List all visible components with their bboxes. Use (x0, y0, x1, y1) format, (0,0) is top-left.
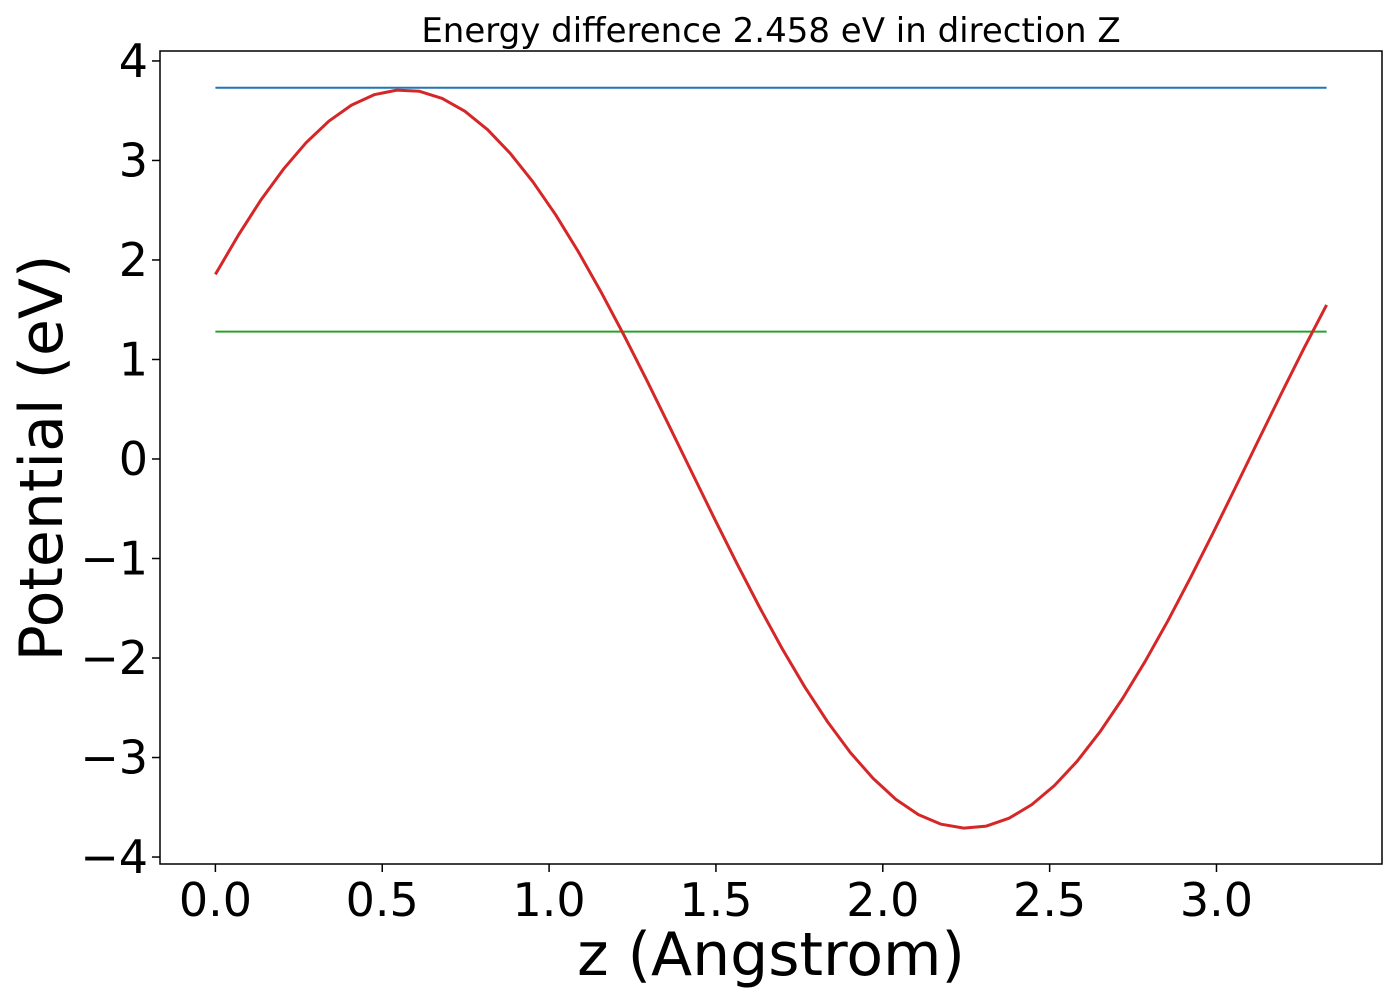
y-tick-label: 1 (119, 332, 148, 386)
chart-title: Energy difference 2.458 eV in direction … (421, 11, 1120, 51)
y-tick-label: 2 (119, 233, 148, 287)
y-tick-label: −3 (80, 731, 148, 785)
y-tick-label: −1 (80, 532, 148, 586)
x-tick-label: 2.5 (1013, 873, 1086, 927)
potential-curve (214, 88, 1328, 830)
x-axis-ticks: 0.0 0.5 1.0 1.5 2.0 2.5 3.0 (179, 864, 1253, 927)
y-tick-label: −2 (80, 631, 148, 685)
x-tick-label: 3.0 (1180, 873, 1253, 927)
y-tick-label: 0 (119, 432, 148, 486)
y-axis-ticks: −4 −3 −2 −1 0 1 2 3 4 (80, 34, 160, 884)
y-tick-label: 3 (119, 133, 148, 187)
axes-frame (159, 50, 1383, 865)
y-tick-label: 4 (119, 34, 148, 88)
y-tick-label: −4 (80, 830, 148, 884)
x-tick-label: 0.0 (179, 873, 252, 927)
x-tick-label: 1.5 (679, 873, 752, 927)
y-axis-label: Potential (eV) (7, 255, 77, 662)
x-tick-label: 2.0 (846, 873, 919, 927)
plot-area (214, 86, 1328, 830)
x-tick-label: 0.5 (346, 873, 419, 927)
x-tick-label: 1.0 (513, 873, 586, 927)
x-axis-label: z (Angstrom) (577, 920, 965, 990)
